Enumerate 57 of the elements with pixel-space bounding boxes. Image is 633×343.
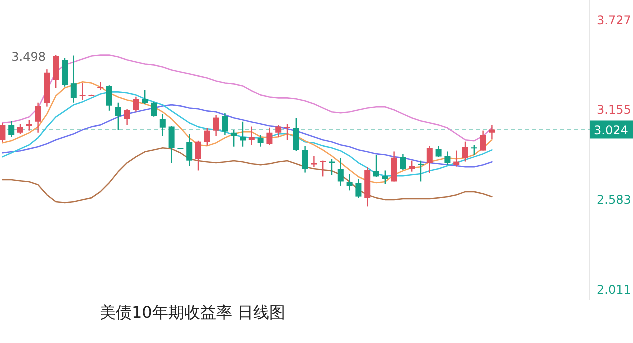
candlestick [418,160,424,182]
candlestick [480,130,486,152]
candlestick [276,124,282,138]
candlestick [186,134,193,167]
candlestick [311,156,318,168]
annotation: 3.498 [12,50,46,64]
candlestick [142,90,148,105]
candlestick [196,140,202,172]
candlestick [231,129,238,148]
candlestick [213,114,220,137]
candlestick [454,150,460,168]
candlestick [391,151,398,182]
candlestick [18,124,24,135]
candlestick [0,122,6,143]
candlestick [240,121,246,148]
candlestick [356,178,362,199]
candlestick [400,153,406,171]
candlestick [489,124,496,140]
candlestick [471,144,478,156]
candlestick [8,120,15,138]
candlestick [444,151,451,166]
candlestick [462,141,468,162]
candlestick [222,112,228,136]
candlestick [70,55,77,104]
candlestick [346,173,353,192]
line-series [2,82,493,184]
candlestick [329,158,335,176]
candlestick [374,154,380,178]
candlestick [293,118,300,152]
candlestick [436,145,442,158]
y-tick-label: 2.583 [597,193,632,208]
candlestick [248,126,255,146]
candlestick [409,160,416,172]
y-tick-label: 3.727 [597,13,632,28]
candlestick [204,128,210,146]
ref-line-label: 3.024 [594,124,628,138]
candlestick [115,102,122,131]
candlestick [426,145,433,174]
line-series [2,104,493,168]
text: 美债10年期收益率 日线图 [100,303,286,322]
candlestick [168,126,175,164]
y-tick-label: 3.155 [597,103,632,118]
candlestick [151,101,157,118]
candlestick [106,85,112,112]
candlestick [382,170,388,185]
candlestick [338,158,344,187]
candlestick [284,123,290,141]
candlestick [266,127,273,146]
candlestick [124,108,130,126]
y-tick-label: 2.011 [597,282,632,297]
candlestick [258,134,264,148]
candlestick [133,96,140,112]
candlestick [35,102,42,134]
candlestick [80,82,86,101]
candlestick [320,160,326,178]
candlestick [302,145,308,174]
candlestick [160,114,166,137]
